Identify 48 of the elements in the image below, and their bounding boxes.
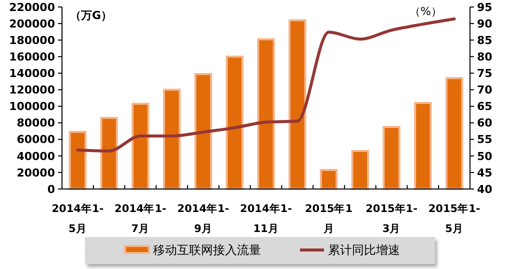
y-tick-label: 220000 bbox=[9, 0, 56, 14]
y-tick-label: 40000 bbox=[16, 150, 56, 163]
y2-tick-label: 90 bbox=[477, 17, 493, 30]
y2-tick-label: 55 bbox=[477, 133, 492, 146]
y2-tick-label: 40 bbox=[477, 182, 493, 196]
bar bbox=[382, 126, 400, 190]
x-tick-label: 2014年1-11月 bbox=[240, 202, 292, 235]
bar bbox=[132, 102, 150, 190]
y2-tick-label: 70 bbox=[477, 84, 493, 97]
bar bbox=[100, 116, 118, 190]
x-tick-label: 2015年1-5月 bbox=[428, 202, 480, 235]
bar bbox=[68, 130, 87, 190]
y-tick-label: 120000 bbox=[9, 84, 56, 97]
x-tick-label: 2014年1-5月 bbox=[52, 202, 104, 235]
y2-tick-label: 75 bbox=[477, 67, 492, 80]
bar bbox=[226, 56, 244, 190]
y-tick-label: 20000 bbox=[16, 166, 56, 180]
bar bbox=[163, 88, 181, 190]
y2-tick-label: 50 bbox=[477, 150, 493, 163]
bar bbox=[320, 168, 338, 190]
bar bbox=[445, 77, 464, 190]
bar bbox=[288, 19, 306, 190]
x-tick-label: 2014年1-7月 bbox=[114, 202, 166, 235]
bar bbox=[194, 73, 212, 190]
y-axis-title: （万G） bbox=[70, 9, 112, 22]
bar bbox=[414, 102, 432, 190]
y2-tick-label: 80 bbox=[477, 50, 493, 64]
y2-tick-label: 65 bbox=[477, 100, 492, 114]
legend-label: 累计同比增速 bbox=[328, 243, 400, 258]
y-tick-label: 0 bbox=[47, 182, 56, 196]
legend-label: 移动互联网接入流量 bbox=[153, 243, 261, 258]
bar bbox=[257, 38, 275, 190]
y-tick-label: 140000 bbox=[9, 67, 56, 80]
x-tick-label: 2015年1月 bbox=[305, 202, 353, 235]
y2-tick-label: 60 bbox=[477, 116, 493, 130]
y-tick-label: 80000 bbox=[16, 116, 56, 130]
y2-axis-title: （%） bbox=[410, 5, 442, 18]
y-tick-label: 180000 bbox=[9, 34, 56, 47]
y2-tick-label: 85 bbox=[477, 34, 492, 47]
x-tick-label: 2014年1-9月 bbox=[177, 202, 230, 235]
y-tick-label: 60000 bbox=[16, 133, 56, 146]
y-tick-label: 100000 bbox=[9, 100, 56, 114]
y2-tick-label: 95 bbox=[477, 0, 492, 14]
y2-tick-label: 45 bbox=[477, 166, 492, 180]
y-tick-label: 160000 bbox=[9, 50, 56, 64]
x-tick-label: 2015年1-3月 bbox=[366, 202, 418, 235]
y-tick-label: 200000 bbox=[9, 17, 56, 30]
bar bbox=[351, 150, 369, 190]
